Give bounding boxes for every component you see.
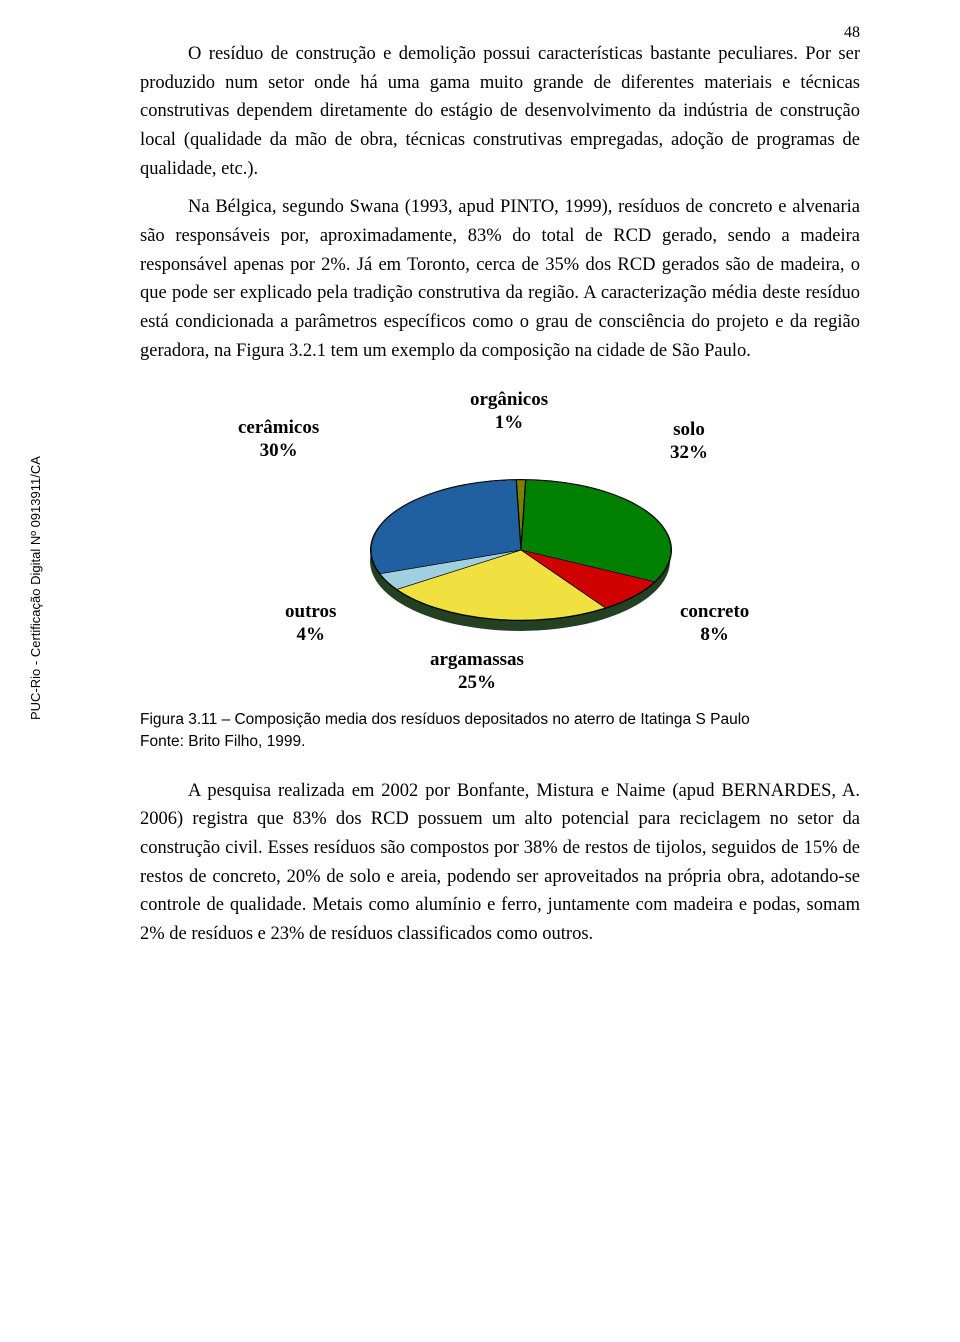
- pie-label-pct: 8%: [700, 624, 729, 645]
- certification-watermark: PUC-Rio - Certificação Digital Nº 091391…: [28, 456, 43, 720]
- pie-label-organicos: orgânicos 1%: [470, 389, 548, 435]
- caption-line: Fonte: Brito Filho, 1999.: [140, 733, 305, 750]
- figure-caption: Figura 3.11 – Composição media dos resíd…: [140, 709, 860, 752]
- pie-label-pct: 4%: [296, 624, 325, 645]
- pie-label-concreto: concreto 8%: [680, 601, 749, 647]
- pie-stage: [370, 479, 670, 629]
- body-paragraph: O resíduo de construção e demolição poss…: [140, 40, 860, 183]
- pie-label-argamassas: argamassas 25%: [430, 649, 524, 695]
- pie-label-text: argamassas: [430, 649, 524, 670]
- pie-label-pct: 32%: [670, 442, 708, 463]
- body-paragraph: A pesquisa realizada em 2002 por Bonfant…: [140, 777, 860, 949]
- pie-label-text: cerâmicos: [238, 417, 319, 438]
- pie-label-solo: solo 32%: [670, 419, 708, 465]
- pie-chart: orgânicos 1% solo 32% concreto 8% argama…: [190, 389, 810, 699]
- page-number: 48: [844, 24, 860, 42]
- pie-label-pct: 25%: [458, 672, 496, 693]
- caption-line: Figura 3.11 – Composição media dos resíd…: [140, 711, 750, 728]
- pie-label-text: solo: [673, 419, 705, 440]
- pie-label-text: outros: [285, 601, 336, 622]
- pie-label-ceramicos: cerâmicos 30%: [238, 417, 319, 463]
- pie-label-pct: 1%: [495, 412, 524, 433]
- pie-label-pct: 30%: [260, 440, 298, 461]
- pie-label-text: concreto: [680, 601, 749, 622]
- body-paragraph: Na Bélgica, segundo Swana (1993, apud PI…: [140, 193, 860, 365]
- pie-label-outros: outros 4%: [285, 601, 336, 647]
- pie-top: [370, 479, 672, 621]
- pie-label-text: orgânicos: [470, 389, 548, 410]
